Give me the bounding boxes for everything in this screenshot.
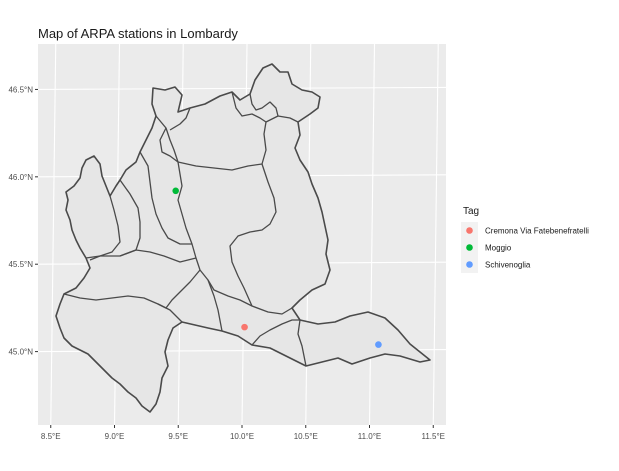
plot-title: Map of ARPA stations in Lombardy (38, 26, 238, 41)
y-axis: 45.0°N 45.5°N 46.0°N 46.5°N (8, 85, 38, 357)
province-border (249, 93, 279, 117)
legend-label: Schivenoglia (485, 261, 531, 270)
y-tick-label: 45.5°N (8, 260, 33, 269)
province-border (139, 151, 192, 245)
legend: Tag Cremona Via Fatebenefratelli Moggio Sc… (461, 206, 589, 273)
station-point[interactable] (375, 341, 382, 348)
province-border (251, 319, 300, 346)
station-point[interactable] (172, 187, 179, 195)
province-border (157, 269, 201, 309)
station-points (172, 187, 382, 348)
province-border (297, 319, 307, 367)
province-border (159, 127, 179, 163)
x-tick-label: 8.5°E (41, 432, 61, 441)
x-tick-label: 10.5°E (294, 432, 318, 441)
legend-title: Tag (463, 206, 479, 217)
x-tick-label: 9.5°E (168, 432, 188, 441)
legend-key-dot (466, 261, 473, 268)
y-tick-label: 45.0°N (8, 348, 33, 357)
x-tick-label: 10.0°E (230, 432, 254, 441)
y-tick-label: 46.0°N (8, 173, 33, 182)
x-axis: 8.5°E 9.0°E 9.5°E 10.0°E 10.5°E 11.0°E 11.5°E (41, 425, 445, 441)
legend-key-dot (466, 227, 473, 234)
province-borders (63, 91, 307, 367)
province-border (85, 249, 197, 263)
grid-line-horizontal (37, 86, 447, 90)
y-tick-label: 46.5°N (8, 85, 33, 94)
x-tick-label: 9.0°E (105, 432, 125, 441)
x-tick-label: 11.5°E (421, 432, 445, 441)
legend-label: Moggio (485, 244, 512, 253)
province-border (207, 279, 223, 332)
province-border (229, 163, 277, 307)
province-border (177, 115, 299, 171)
lombardy-map (55, 63, 431, 413)
station-point[interactable] (241, 323, 248, 331)
legend-key-dot (466, 244, 473, 251)
province-border (169, 107, 191, 131)
legend-label: Cremona Via Fatebenefratelli (485, 227, 589, 236)
grid-line-vertical (368, 43, 376, 426)
x-tick-label: 11.0°E (358, 432, 382, 441)
province-border (231, 91, 267, 123)
grid-line-vertical (50, 43, 57, 426)
grid-line-vertical (432, 43, 439, 426)
